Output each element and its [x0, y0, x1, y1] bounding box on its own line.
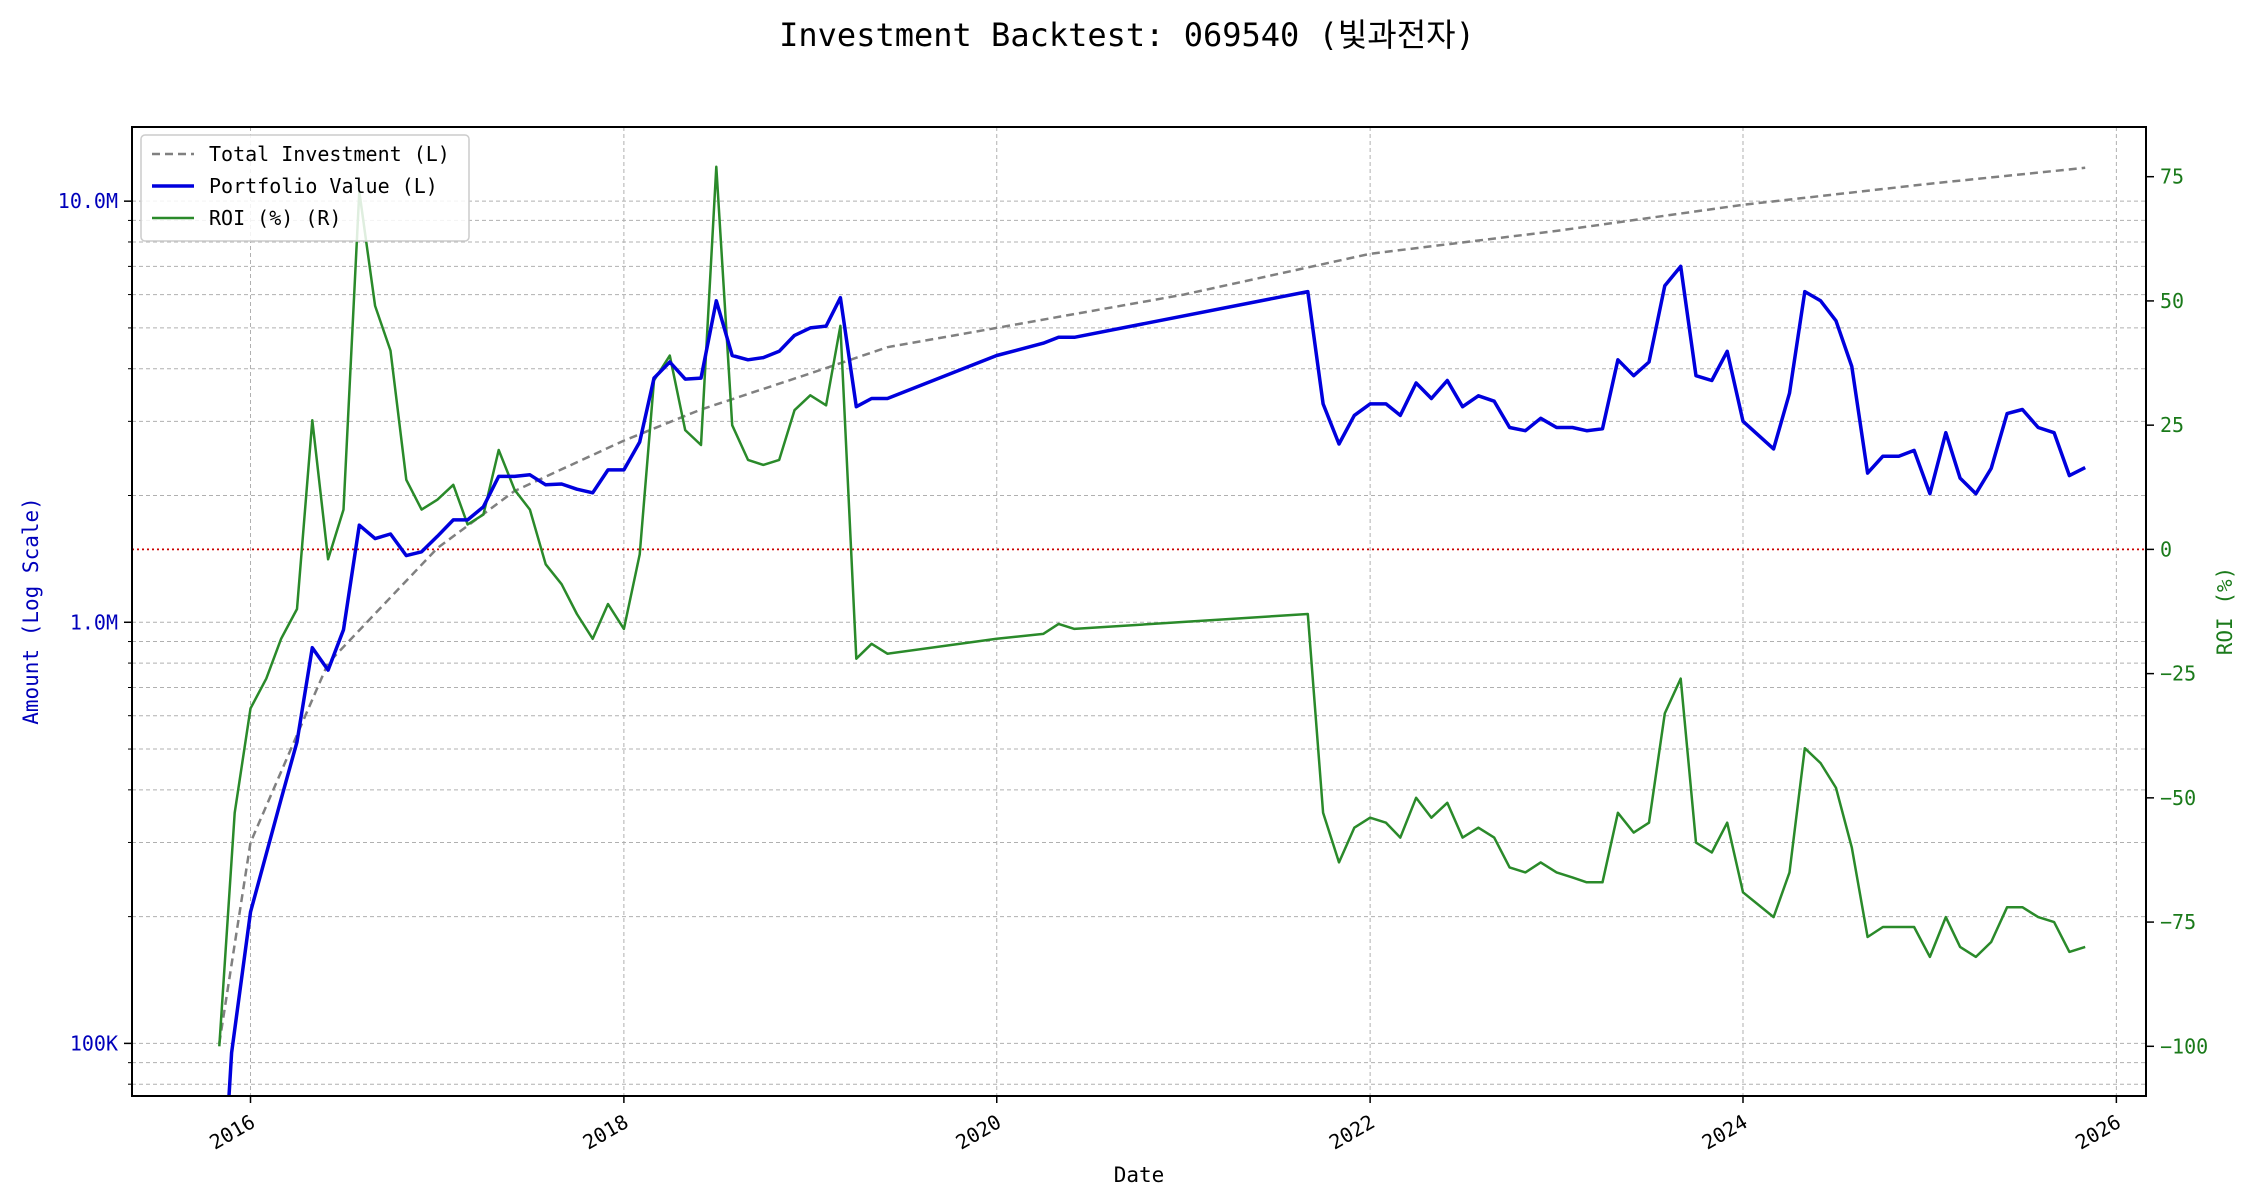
portfolio-value-line	[227, 264, 2086, 1097]
series-layer	[218, 165, 2086, 1097]
right-tick-label: −100	[2160, 1034, 2208, 1058]
roi-line	[218, 165, 2086, 1047]
x-tick-label: 2024	[1698, 1110, 1752, 1155]
x-tick-label: 2022	[1325, 1110, 1379, 1155]
right-tick-label: −50	[2160, 786, 2196, 810]
x-tick-label: 2026	[2071, 1110, 2125, 1155]
x-axis: 2016 2018 2020 2022 2024 2026	[205, 1096, 2125, 1154]
chart-title: Investment Backtest: 069540 (빛과전자)	[779, 16, 1475, 54]
legend-label-roi: ROI (%) (R)	[209, 206, 341, 230]
left-y-axis-label: Amount (Log Scale)	[19, 497, 43, 725]
x-axis-label: Date	[1114, 1163, 1165, 1187]
legend-box	[140, 134, 470, 242]
x-tick-label: 2016	[205, 1110, 259, 1155]
plot-frame	[131, 126, 2147, 1097]
right-tick-label: 75	[2160, 165, 2184, 189]
legend: Total Investment (L) Portfolio Value (L)…	[140, 134, 470, 242]
total-investment-line	[218, 166, 2086, 1044]
right-tick-label: −75	[2160, 910, 2196, 934]
right-tick-label: −25	[2160, 662, 2196, 686]
left-tick-label: 10.0M	[58, 189, 118, 213]
legend-label-portfolio-value: Portfolio Value (L)	[209, 174, 438, 198]
x-tick-label: 2020	[952, 1110, 1006, 1155]
right-y-axis-label: ROI (%)	[2213, 567, 2237, 656]
right-tick-label: 25	[2160, 413, 2184, 437]
legend-label-total-investment: Total Investment (L)	[209, 142, 450, 166]
x-tick-label: 2018	[579, 1110, 633, 1155]
right-tick-label: 0	[2160, 537, 2172, 561]
right-y-axis: 75 50 25 0 −25 −50 −75 −100	[2146, 165, 2208, 1058]
left-tick-label: 100K	[70, 1031, 118, 1055]
left-tick-label: 1.0M	[70, 610, 118, 634]
left-y-axis: 100K 1.0M 10.0M	[58, 189, 132, 1085]
grid	[132, 127, 2146, 1096]
right-tick-label: 50	[2160, 289, 2184, 313]
